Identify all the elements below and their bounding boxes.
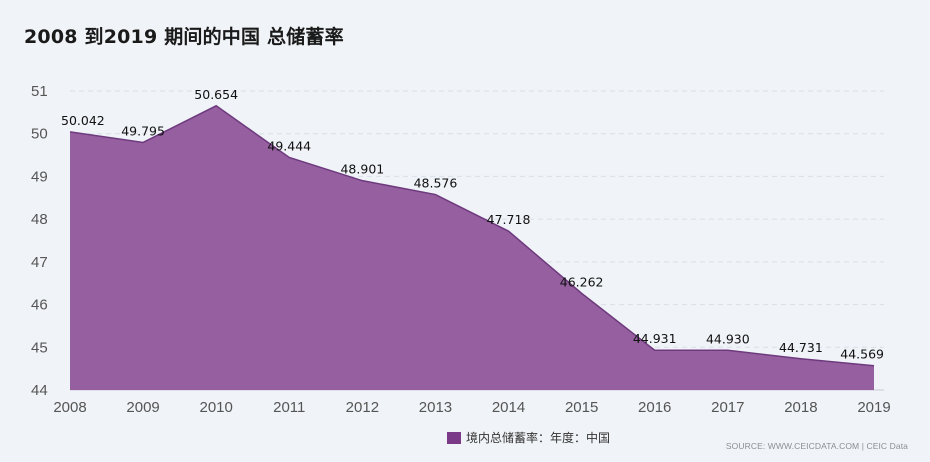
- y-tick-label: 47: [31, 254, 48, 271]
- legend-label: 境内总储蓄率：年度：中国: [466, 431, 611, 445]
- x-tick-label: 2019: [857, 399, 890, 416]
- y-tick-label: 46: [31, 297, 48, 314]
- data-point[interactable]: [433, 192, 438, 197]
- data-point[interactable]: [141, 140, 146, 145]
- data-label: 48.576: [414, 176, 458, 191]
- y-tick-label: 51: [31, 83, 48, 100]
- x-axis-ticks: 2008 2009 2010 2011 2012 2013 2014 2015 2016 2017…: [53, 399, 890, 416]
- data-point[interactable]: [360, 178, 365, 183]
- data-label: 50.042: [61, 113, 105, 128]
- data-point[interactable]: [798, 356, 803, 361]
- x-tick-label: 2018: [784, 399, 817, 416]
- x-tick-label: 2008: [53, 399, 86, 416]
- data-point[interactable]: [579, 291, 584, 296]
- legend-swatch: [447, 431, 461, 444]
- y-axis-ticks: 44 45 46 47 48 49 50 51: [31, 83, 48, 399]
- data-labels: 50.042 49.795 50.654 49.444 48.901 48.576 47.7…: [61, 87, 884, 362]
- data-label: 47.718: [487, 212, 531, 227]
- x-tick-label: 2011: [273, 399, 305, 416]
- data-point[interactable]: [652, 348, 657, 353]
- x-tick-label: 2016: [638, 399, 671, 416]
- x-tick-label: 2012: [346, 399, 379, 416]
- y-tick-label: 45: [31, 339, 48, 356]
- data-label: 50.654: [194, 87, 238, 102]
- data-point[interactable]: [287, 155, 292, 160]
- y-tick-label: 50: [31, 126, 48, 143]
- source-credit: SOURCE: WWW.CEICDATA.COM | CEIC Data: [725, 441, 908, 451]
- data-label: 48.901: [340, 162, 384, 177]
- data-label: 44.930: [706, 331, 750, 346]
- data-label: 49.795: [121, 123, 165, 138]
- data-label: 49.444: [267, 138, 311, 153]
- x-tick-label: 2010: [199, 399, 232, 416]
- data-point[interactable]: [506, 229, 511, 234]
- data-label: 44.931: [633, 331, 677, 346]
- data-label: 46.262: [560, 274, 604, 289]
- y-tick-label: 49: [31, 168, 48, 185]
- y-tick-label: 48: [31, 211, 48, 228]
- chart-title: 2008 到2019 期间的中国 总储蓄率: [24, 26, 344, 48]
- plot-area: [68, 103, 877, 390]
- data-point[interactable]: [68, 129, 73, 134]
- data-point[interactable]: [872, 363, 877, 368]
- data-point[interactable]: [214, 103, 219, 108]
- data-label: 44.731: [779, 340, 823, 355]
- x-tick-label: 2017: [711, 399, 744, 416]
- data-label: 44.569: [840, 347, 884, 362]
- legend[interactable]: 境内总储蓄率：年度：中国: [447, 429, 610, 446]
- x-tick-label: 2015: [565, 399, 598, 416]
- y-tick-label: 44: [31, 382, 48, 399]
- x-tick-label: 2013: [419, 399, 452, 416]
- x-tick-label: 2009: [126, 399, 159, 416]
- series-area[interactable]: [70, 105, 874, 390]
- data-point[interactable]: [725, 348, 730, 353]
- series-line: [69, 104, 875, 367]
- x-tick-label: 2014: [492, 399, 525, 416]
